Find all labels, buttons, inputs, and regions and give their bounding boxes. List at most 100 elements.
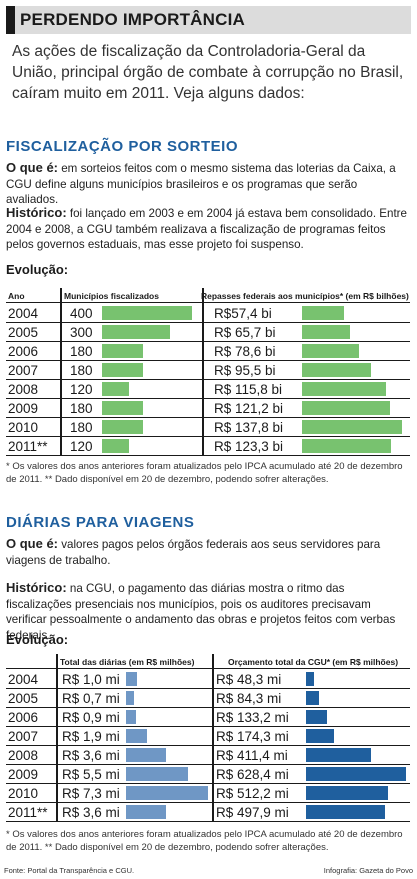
series1-value-label: 120 <box>70 439 93 454</box>
page-header: PERDENDO IMPORTÂNCIA <box>6 6 411 34</box>
footer-source: Fonte: Portal da Transparência e CGU. <box>4 866 135 875</box>
series2-value-label: R$57,4 bi <box>214 306 272 321</box>
year-label: 2005 <box>8 691 39 706</box>
table-row: 2006 R$ 0,9 mi R$ 133,2 mi <box>6 708 410 727</box>
table-row: 2006 180 R$ 78,6 bi <box>6 342 410 361</box>
series2-value-label: R$ 628,4 mi <box>216 767 289 782</box>
section2-what: O que é: valores pagos pelos órgãos fede… <box>6 536 412 568</box>
year-label: 2005 <box>8 325 39 340</box>
year-label: 2004 <box>8 672 39 687</box>
footer-credit: Infografia: Gazeta do Povo <box>323 866 413 875</box>
series2-value-label: R$ 512,2 mi <box>216 786 289 801</box>
series2-value-label: R$ 115,8 bi <box>214 382 283 397</box>
table-row: 2007 180 R$ 95,5 bi <box>6 361 410 380</box>
series2-bar <box>302 382 387 396</box>
table-row: 2008 120 R$ 115,8 bi <box>6 380 410 399</box>
table2-col-diarias: Total das diárias (em R$ milhões) <box>60 657 195 667</box>
series1-value-label: R$ 3,6 mi <box>62 805 120 820</box>
section2-note: * Os valores dos anos anteriores foram a… <box>6 829 403 853</box>
year-label: 2009 <box>8 401 39 416</box>
section2-history-text: na CGU, o pagamento das diárias mostra o… <box>6 582 396 642</box>
series1-value-label: 300 <box>70 325 93 340</box>
table-row: 2004 R$ 1,0 mi R$ 48,3 mi <box>6 670 410 689</box>
series1-bar <box>126 729 148 743</box>
year-label: 2009 <box>8 767 39 782</box>
series1-bar <box>126 805 167 819</box>
series1-bar <box>102 439 129 453</box>
year-label: 2008 <box>8 748 39 763</box>
section2-history: Histórico: na CGU, o pagamento das diári… <box>6 580 412 643</box>
series2-bar <box>306 748 372 762</box>
series1-value-label: R$ 0,9 mi <box>62 710 120 725</box>
year-label: 2011** <box>8 805 48 820</box>
series1-value-label: 180 <box>70 344 93 359</box>
series2-bar <box>302 401 390 415</box>
series1-bar <box>102 420 143 434</box>
section1-evolution-label: Evolução: <box>6 262 69 277</box>
table1-col-municipios: Municípios fiscalizados <box>64 291 159 301</box>
table-row: 2009 180 R$ 121,2 bi <box>6 399 410 418</box>
intro-text: As ações de fiscalização da Controladori… <box>12 43 404 102</box>
series1-value-label: R$ 3,6 mi <box>62 748 120 763</box>
section1-what-text: em sorteios feitos com o mesmo sistema d… <box>6 162 396 206</box>
series2-value-label: R$ 497,9 mi <box>216 805 289 820</box>
table-diarias: Total das diárias (em R$ milhões) Orçame… <box>6 654 410 824</box>
series1-value-label: R$ 1,9 mi <box>62 729 120 744</box>
series1-value-label: R$ 0,7 mi <box>62 691 120 706</box>
series2-value-label: R$ 65,7 bi <box>214 325 276 340</box>
table1-header: Ano Municípios fiscalizados Repasses fed… <box>6 288 410 303</box>
section1-title: FISCALIZAÇÃO POR SORTEIO <box>6 138 239 155</box>
column-divider <box>60 288 62 456</box>
section2-what-label: O que é: <box>6 536 59 551</box>
year-label: 2010 <box>8 420 39 435</box>
column-divider <box>212 654 214 822</box>
series2-bar <box>306 805 386 819</box>
series1-bar <box>102 306 192 320</box>
page-title: PERDENDO IMPORTÂNCIA <box>20 10 246 29</box>
series2-bar <box>306 672 314 686</box>
series2-bar <box>306 729 334 743</box>
series1-value-label: 180 <box>70 420 93 435</box>
table-row: 2007 R$ 1,9 mi R$ 174,3 mi <box>6 727 410 746</box>
series1-value-label: R$ 5,5 mi <box>62 767 120 782</box>
table-row: 2011** R$ 3,6 mi R$ 497,9 mi <box>6 803 410 822</box>
year-label: 2008 <box>8 382 39 397</box>
series2-bar <box>302 439 392 453</box>
year-label: 2011** <box>8 439 48 454</box>
series2-bar <box>302 344 360 358</box>
section1-what: O que é: em sorteios feitos com o mesmo … <box>6 160 412 208</box>
series2-bar <box>302 420 402 434</box>
table-row: 2005 R$ 0,7 mi R$ 84,3 mi <box>6 689 410 708</box>
table1-col-year: Ano <box>8 291 25 301</box>
section2-history-label: Histórico: <box>6 580 67 595</box>
header-accent-bar <box>6 6 15 34</box>
table2-col-orcamento: Orçamento total da CGU* (em R$ milhões) <box>228 657 399 667</box>
series2-bar <box>306 786 388 800</box>
series2-value-label: R$ 411,4 mi <box>216 748 288 763</box>
series1-value-label: 180 <box>70 363 93 378</box>
series1-bar <box>126 748 167 762</box>
series2-value-label: R$ 133,2 mi <box>216 710 289 725</box>
table1-col-repasses: Repasses federais aos municípios* (em R$… <box>201 291 409 301</box>
section2-what-text: valores pagos pelos órgãos federais aos … <box>6 538 381 567</box>
section2-evolution-label: Evolução: <box>6 632 69 647</box>
section1-history-label: Histórico: <box>6 205 67 220</box>
series2-value-label: R$ 78,6 bi <box>214 344 276 359</box>
series1-bar <box>102 325 170 339</box>
year-label: 2004 <box>8 306 39 321</box>
year-label: 2007 <box>8 363 39 378</box>
series2-bar <box>306 691 320 705</box>
year-label: 2010 <box>8 786 39 801</box>
table-row: 2009 R$ 5,5 mi R$ 628,4 mi <box>6 765 410 784</box>
series1-bar <box>102 382 129 396</box>
series1-bar <box>126 710 137 724</box>
series1-bar <box>102 401 143 415</box>
section1-history-text: foi lançado em 2003 e em 2004 já estava … <box>6 207 407 251</box>
series2-bar <box>302 325 350 339</box>
series2-value-label: R$ 48,3 mi <box>216 672 282 687</box>
series2-value-label: R$ 123,3 bi <box>214 439 284 454</box>
series1-bar <box>126 786 208 800</box>
series2-bar <box>306 767 406 781</box>
series2-bar <box>302 306 344 320</box>
series2-bar <box>306 710 328 724</box>
